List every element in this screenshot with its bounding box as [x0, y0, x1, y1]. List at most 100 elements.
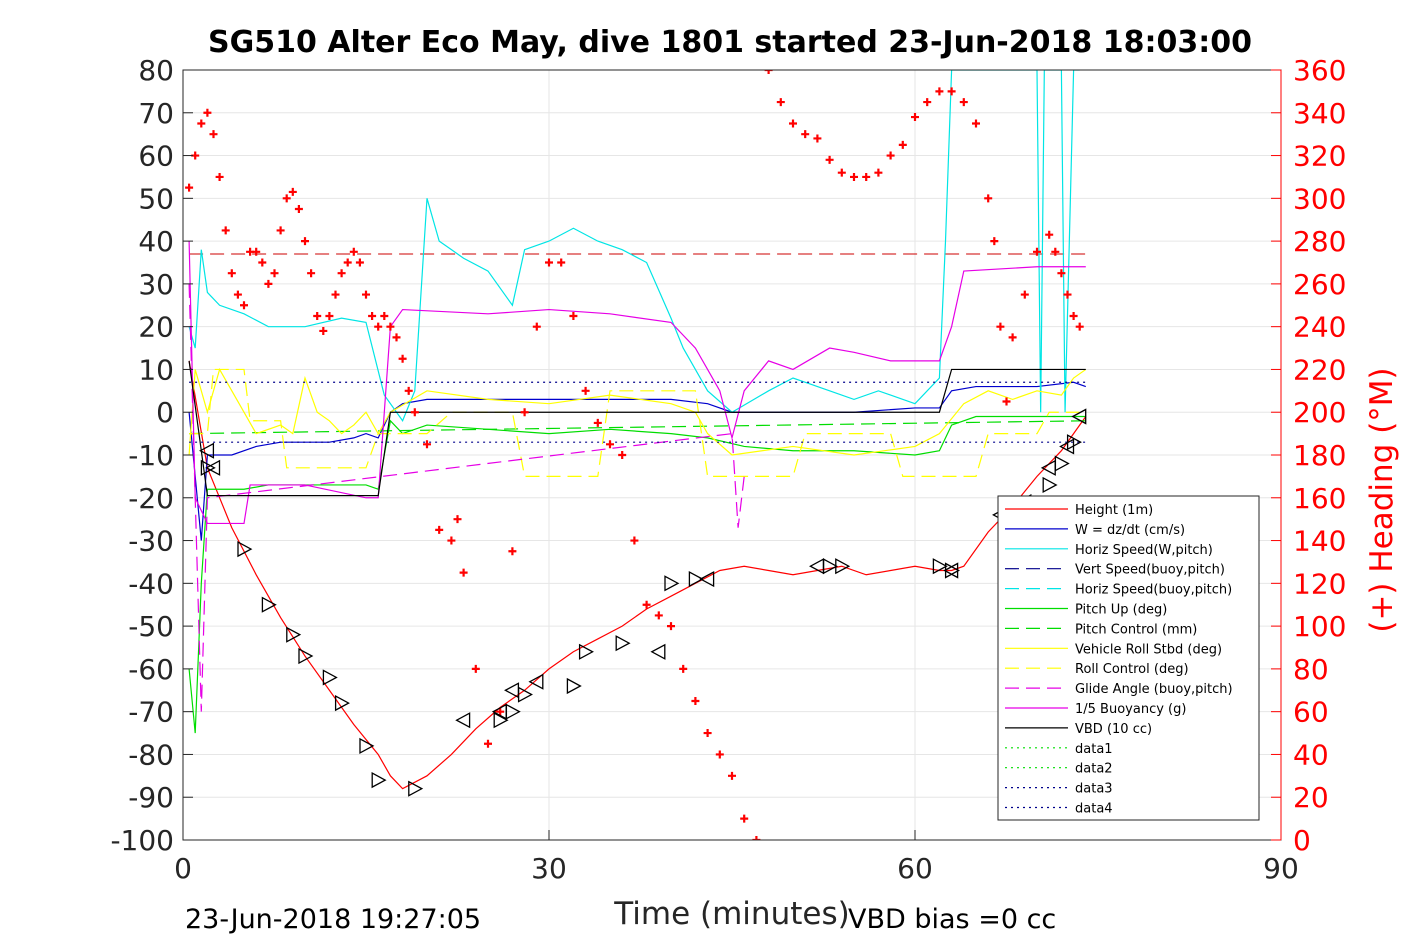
dive-triangle-marker	[200, 459, 216, 476]
dive-triangle-marker	[298, 647, 314, 665]
series-line-pitch-control-mm	[189, 420, 1086, 435]
right-tick-label: 200	[1293, 396, 1346, 429]
heading-plus-marker	[959, 98, 968, 107]
dive-triangle-marker	[578, 643, 594, 660]
left-tick-label: -20	[128, 482, 174, 515]
left-tick-label: -100	[110, 824, 174, 857]
heading-plus-marker	[1069, 311, 1078, 320]
footer-vbd-bias: VBD bias =0 cc	[848, 904, 1056, 935]
dive-triangle-marker	[688, 570, 704, 588]
heading-plus-marker	[776, 98, 785, 107]
legend-label: W = dz/dt (cm/s)	[1075, 523, 1185, 538]
dive-triangle-marker	[286, 626, 302, 643]
right-tick-label: 340	[1293, 97, 1346, 130]
heading-plus-marker	[593, 418, 602, 427]
heading-plus-marker	[227, 269, 236, 278]
heading-plus-marker	[447, 536, 456, 545]
heading-plus-marker	[667, 622, 675, 631]
right-tick-label: 100	[1293, 610, 1346, 643]
heading-plus-marker	[923, 98, 932, 107]
heading-plus-marker	[288, 187, 297, 196]
heading-plus-marker	[789, 119, 797, 128]
series-line-vehicle-roll-stbd-deg	[188, 367, 1087, 456]
footer-timestamp: 23-Jun-2018 19:27:05	[185, 904, 481, 935]
heading-plus-marker	[691, 696, 700, 705]
series-line-pitch-up-deg	[188, 415, 1086, 734]
heading-plus-marker	[410, 408, 419, 417]
heading-plus-marker	[947, 87, 956, 96]
left-tick-label: 0	[156, 396, 174, 429]
heading-plus-marker	[642, 600, 651, 609]
heading-plus-marker	[557, 258, 566, 267]
heading-plus-marker	[270, 269, 279, 278]
heading-plus-marker	[850, 172, 858, 181]
heading-plus-marker	[1008, 333, 1017, 342]
climb-triangle-marker	[199, 442, 215, 459]
heading-plus-marker	[740, 814, 749, 823]
heading-plus-marker	[294, 205, 303, 214]
left-tick-label: 60	[138, 140, 174, 173]
right-tick-label: 20	[1293, 781, 1329, 814]
legend-box	[997, 495, 1260, 821]
legend: Height (1m) W = dz/dt (cm/s) Horiz Speed(W…	[997, 495, 1260, 821]
heading-plus-marker	[380, 311, 389, 320]
dive-triangle-marker	[334, 695, 350, 712]
heading-plus-marker	[520, 408, 529, 417]
heading-plus-marker	[703, 729, 712, 738]
heading-plus-marker	[1075, 322, 1084, 331]
dive-triangle-marker	[408, 780, 424, 797]
right-tick-label: 0	[1293, 824, 1311, 857]
heading-plus-marker	[1045, 230, 1054, 239]
heading-plus-marker	[221, 226, 230, 235]
right-tick-label: 180	[1293, 439, 1346, 472]
heading-plus-marker	[203, 108, 212, 117]
heading-plus-marker	[209, 130, 218, 139]
dive-triangle-marker	[261, 596, 277, 613]
dive-triangle-marker	[932, 558, 948, 575]
heading-plus-marker	[654, 611, 663, 620]
heading-plus-marker	[935, 87, 944, 96]
right-tick-label: 320	[1293, 140, 1346, 173]
climb-triangle-marker	[1040, 459, 1056, 476]
heading-plus-marker	[1063, 290, 1072, 299]
legend-label: data3	[1075, 782, 1113, 797]
dive-triangle-marker	[1042, 476, 1058, 494]
climb-triangle-marker	[205, 459, 221, 476]
heading-plus-marker	[630, 536, 639, 545]
climb-triangle-marker	[699, 570, 715, 588]
heading-plus-marker	[233, 290, 242, 299]
dive-triangle-marker	[371, 772, 387, 789]
series-line-1-5-buoyancy-g	[188, 241, 1086, 525]
right-axis-label: (+) Heading (°M)	[1364, 367, 1400, 632]
heading-plus-marker	[374, 322, 383, 331]
heading-plus-marker	[282, 194, 291, 203]
left-tick-label: 40	[138, 225, 174, 258]
dive-triangle-marker	[835, 558, 851, 575]
left-tick-label: -30	[128, 525, 174, 558]
left-tick-label: -80	[128, 738, 174, 771]
series-line-horiz-speed-w-pitch	[188, 70, 1080, 423]
heading-plus-marker	[252, 247, 261, 256]
x-tick-label: 90	[1263, 852, 1299, 885]
heading-plus-marker	[972, 119, 980, 128]
left-tick-label: -70	[128, 696, 174, 729]
right-tick-label: 220	[1293, 353, 1346, 386]
heading-plus-marker	[1002, 397, 1011, 406]
heading-plus-marker	[484, 739, 492, 748]
dive-triangle-marker	[322, 669, 338, 686]
legend-label: Glide Angle (buoy,pitch)	[1075, 682, 1233, 697]
legend-label: data2	[1075, 762, 1113, 777]
dive-triangle-marker	[615, 635, 631, 652]
heading-plus-marker	[331, 290, 340, 299]
legend-label: Roll Control (deg)	[1075, 662, 1189, 677]
heading-plus-marker	[1051, 247, 1060, 256]
heading-plus-marker	[825, 155, 834, 164]
heading-plus-marker	[752, 836, 761, 840]
left-tick-label: -10	[128, 439, 174, 472]
legend-label: Pitch Up (deg)	[1075, 603, 1167, 618]
climb-triangle-marker	[1059, 438, 1075, 455]
series-line-roll-control-deg	[189, 368, 1086, 477]
heading-plus-marker	[898, 140, 907, 149]
heading-plus-marker	[215, 172, 224, 181]
